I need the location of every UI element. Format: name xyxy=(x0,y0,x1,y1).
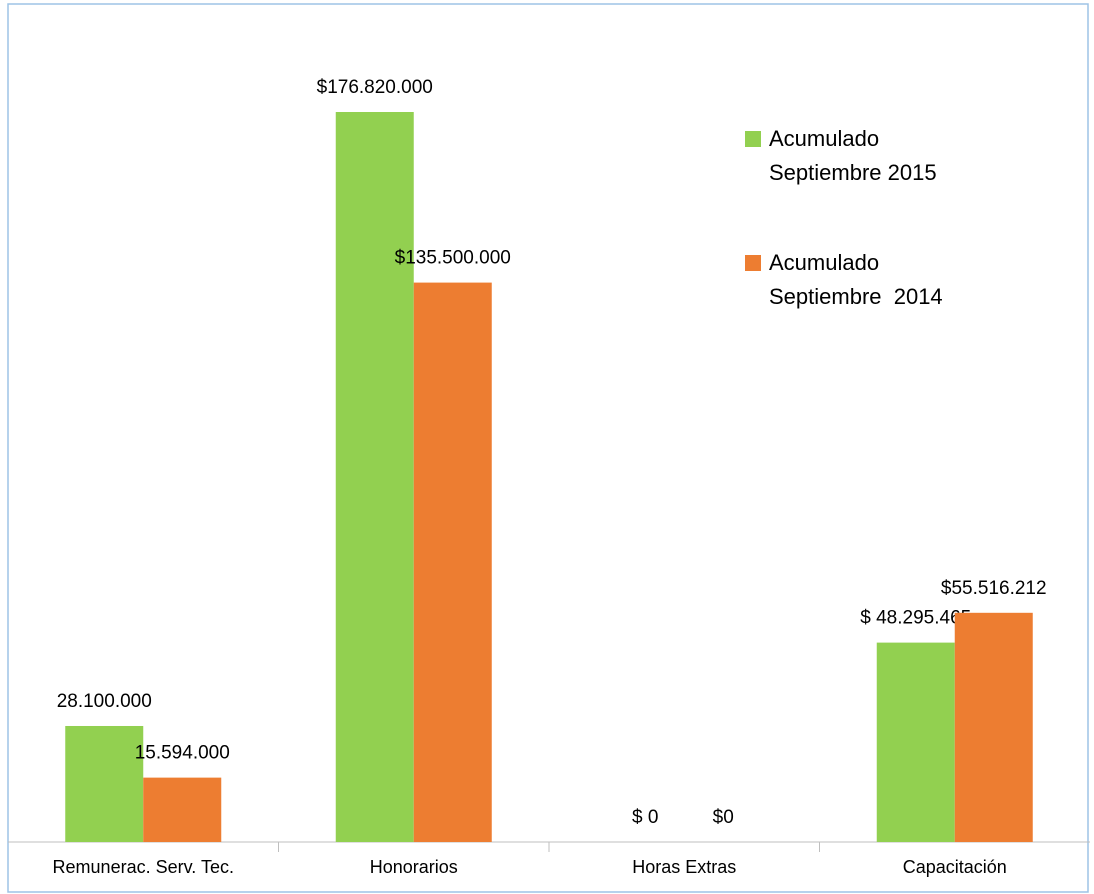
legend-swatch xyxy=(745,255,761,271)
x-tick-label: Remunerac. Serv. Tec. xyxy=(53,857,234,877)
x-tick-label: Horas Extras xyxy=(632,857,736,877)
data-label: $55.516.212 xyxy=(941,578,1047,599)
bar xyxy=(413,282,492,842)
legend-label: Acumulado Septiembre 2015 xyxy=(769,126,937,185)
legend-swatch xyxy=(745,131,761,147)
data-label: 15.594.000 xyxy=(135,743,230,764)
data-label: 28.100.000 xyxy=(57,691,152,712)
bar xyxy=(335,112,414,842)
bar xyxy=(65,725,144,842)
data-label: $ 48.295.465 xyxy=(860,608,971,629)
legend-label: Acumulado Septiembre 2014 xyxy=(769,250,943,309)
data-label: $176.820.000 xyxy=(317,77,433,98)
bar xyxy=(143,777,222,842)
data-label: $135.500.000 xyxy=(395,248,511,269)
bar xyxy=(954,612,1033,842)
x-tick-label: Honorarios xyxy=(370,857,458,877)
data-label: $0 xyxy=(713,807,734,828)
data-label: $ 0 xyxy=(632,807,658,828)
frame xyxy=(7,3,1089,893)
x-tick-label: Capacitación xyxy=(903,857,1007,877)
bar xyxy=(876,642,955,842)
